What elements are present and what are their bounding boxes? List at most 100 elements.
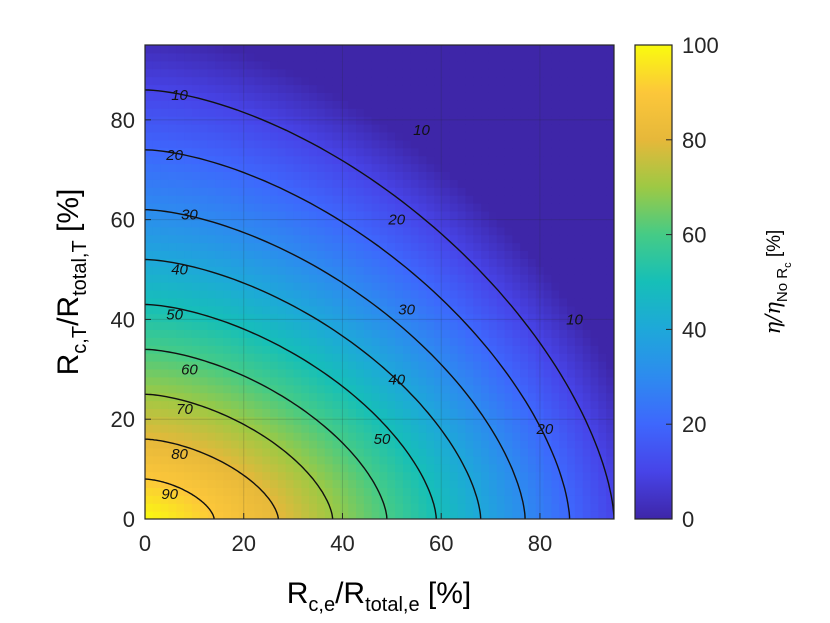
heatmap-cell xyxy=(402,471,412,481)
heatmap-cell xyxy=(176,337,185,346)
heatmap-cell xyxy=(551,179,560,188)
heatmap-cell xyxy=(262,76,271,86)
heatmap-cell xyxy=(145,321,154,330)
heatmap-cell xyxy=(301,195,310,204)
heatmap-cell xyxy=(387,424,396,433)
heatmap-cell xyxy=(379,139,388,149)
heatmap-cell xyxy=(606,76,614,86)
heatmap-cell xyxy=(481,282,490,291)
heatmap-cell xyxy=(160,258,170,267)
heatmap-cell xyxy=(254,179,263,188)
heatmap-cell xyxy=(277,447,287,457)
heatmap-cell xyxy=(223,131,232,141)
heatmap-cell xyxy=(168,52,177,62)
heatmap-cell xyxy=(535,84,545,93)
heatmap-cell xyxy=(449,210,459,220)
heatmap-cell xyxy=(356,171,365,180)
heatmap-cell xyxy=(254,376,263,386)
heatmap-cell xyxy=(340,76,349,86)
heatmap-cell xyxy=(160,203,170,212)
heatmap-cell xyxy=(348,131,357,141)
heatmap-cell xyxy=(590,289,599,299)
heatmap-cell xyxy=(590,345,599,354)
heatmap-cell xyxy=(160,282,170,291)
plot-grid xyxy=(145,45,614,519)
heatmap-cell xyxy=(379,108,388,117)
heatmap-cell xyxy=(184,400,193,409)
heatmap-cell xyxy=(223,368,232,378)
heatmap-cell xyxy=(418,187,427,196)
heatmap-cell xyxy=(262,353,271,362)
heatmap-cell xyxy=(434,84,443,93)
heatmap-cell xyxy=(567,250,576,259)
heatmap-cell xyxy=(270,195,279,204)
heatmap-cell xyxy=(582,479,592,488)
heatmap-cell xyxy=(246,345,256,354)
heatmap-cell xyxy=(590,479,599,488)
heatmap-cell xyxy=(145,124,154,133)
heatmap-cell xyxy=(598,321,607,330)
heatmap-cell xyxy=(223,337,232,346)
heatmap-cell xyxy=(340,487,349,496)
heatmap-cell xyxy=(199,218,209,228)
heatmap-cell xyxy=(309,495,318,504)
heatmap-cell xyxy=(293,60,302,70)
heatmap-cell xyxy=(582,226,592,236)
heatmap-cell xyxy=(379,45,388,54)
heatmap-cell xyxy=(207,92,216,101)
heatmap-cell xyxy=(324,179,334,188)
contour-line-70 xyxy=(145,393,334,519)
heatmap-cell xyxy=(473,187,482,196)
heatmap-cell xyxy=(567,479,576,488)
heatmap-cell xyxy=(543,171,553,180)
heatmap-cell xyxy=(176,361,185,370)
heatmap-cell xyxy=(387,131,396,141)
heatmap-cell xyxy=(395,495,404,504)
heatmap-cell xyxy=(207,440,216,449)
heatmap-cell xyxy=(395,203,404,212)
heatmap-cell xyxy=(309,60,318,70)
heatmap-cell xyxy=(442,68,451,78)
heatmap-cell xyxy=(246,368,256,378)
heatmap-cell xyxy=(262,503,271,512)
heatmap-cell xyxy=(207,321,216,330)
heatmap-cell xyxy=(301,250,310,259)
heatmap-cell xyxy=(488,487,498,496)
heatmap-cell xyxy=(199,131,209,141)
heatmap-cell xyxy=(332,313,342,323)
heatmap-cell xyxy=(215,353,224,362)
heatmap-cell xyxy=(309,131,318,141)
heatmap-cell xyxy=(473,368,482,378)
heatmap-cell xyxy=(293,187,302,196)
heatmap-cell xyxy=(215,305,224,315)
heatmap-cell xyxy=(504,424,513,433)
heatmap-cell xyxy=(191,463,201,473)
heatmap-cell xyxy=(184,440,193,449)
heatmap-cell xyxy=(246,68,256,78)
heatmap-cell xyxy=(363,503,373,512)
heatmap-cell xyxy=(567,353,576,362)
heatmap-cell xyxy=(582,353,592,362)
heatmap-cell xyxy=(449,289,459,299)
heatmap-cell xyxy=(410,60,420,70)
heatmap-cell xyxy=(442,337,451,346)
heatmap-cell xyxy=(395,329,404,338)
heatmap-cell xyxy=(457,76,467,86)
heatmap-cell xyxy=(293,392,302,402)
heatmap-cell xyxy=(418,139,427,149)
heatmap-cell xyxy=(442,495,451,504)
heatmap-cell xyxy=(293,258,302,267)
heatmap-cell xyxy=(176,329,185,338)
heatmap-cell xyxy=(528,479,537,488)
heatmap-cell xyxy=(371,313,381,323)
heatmap-cell xyxy=(481,52,490,62)
heatmap-cell xyxy=(598,313,607,323)
heatmap-cell xyxy=(254,171,263,180)
heatmap-cell xyxy=(395,424,404,433)
heatmap-cell xyxy=(598,234,607,244)
heatmap-cell xyxy=(176,376,185,386)
heatmap-cell xyxy=(418,432,427,441)
heatmap-cell xyxy=(324,392,334,402)
heatmap-cell xyxy=(387,361,396,370)
heatmap-cell xyxy=(176,45,185,54)
